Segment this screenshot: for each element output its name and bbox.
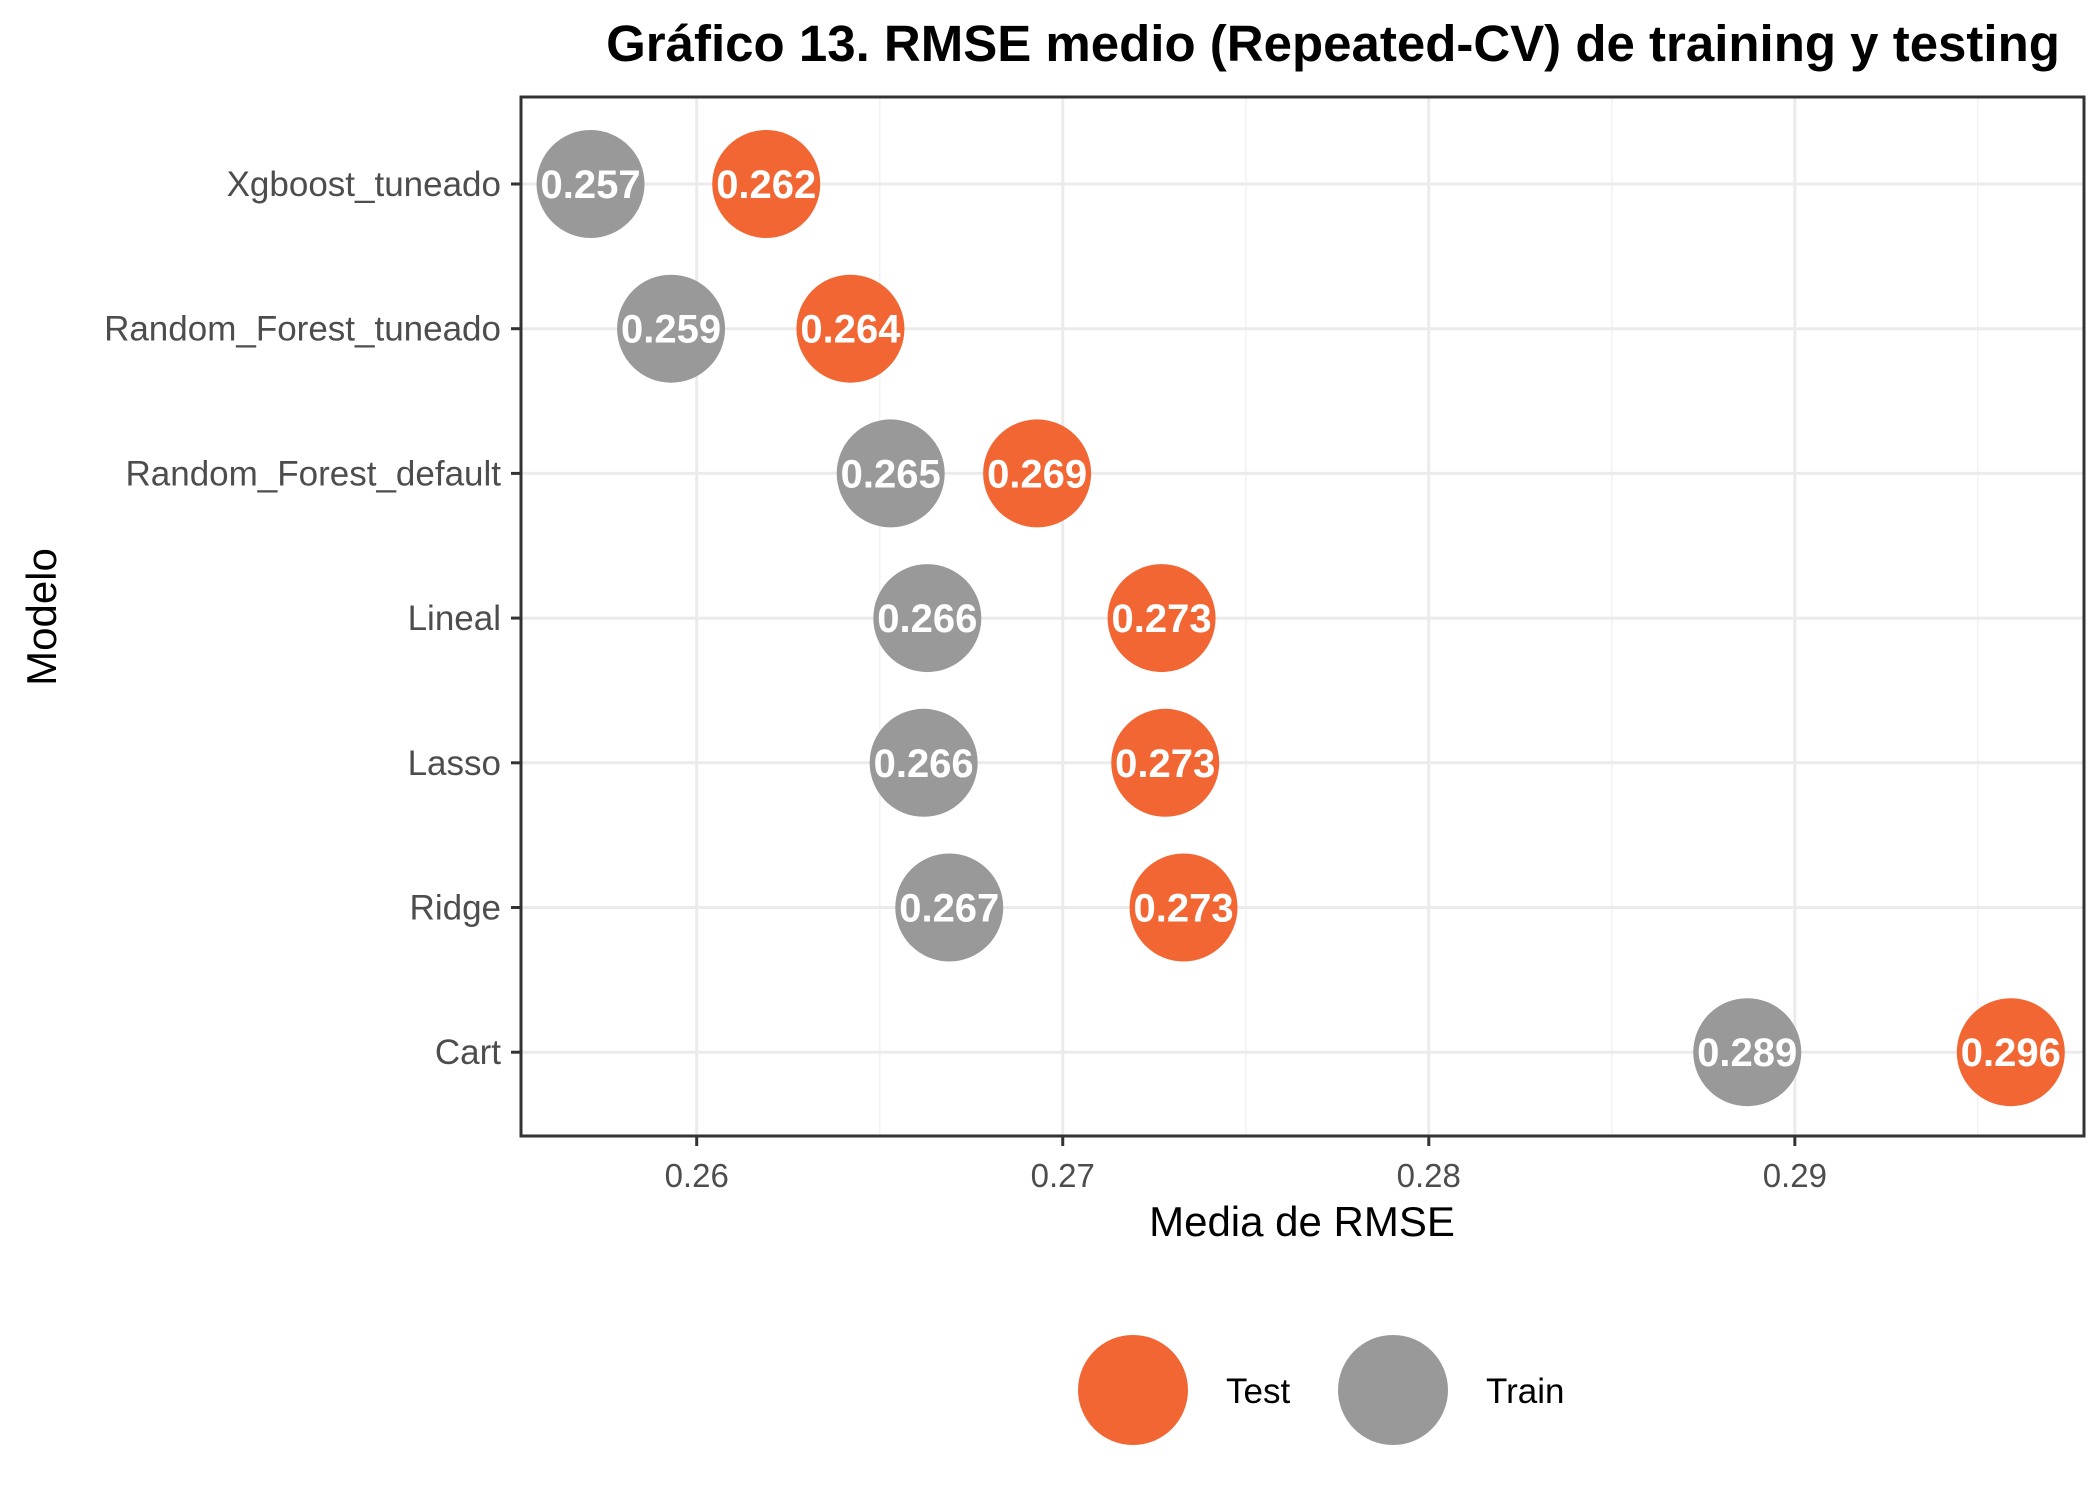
point-label-train: 0.257 (540, 163, 640, 207)
x-axis: 0.26 0.27 0.28 0.29 (665, 1136, 1827, 1194)
legend-label-train: Train (1486, 1372, 1564, 1411)
y-axis: Xgboost_tuneado Random_Forest_tuneado Rand… (104, 165, 521, 1072)
y-tick-label: Ridge (410, 889, 501, 928)
point-label-test: 0.262 (716, 163, 816, 207)
x-axis-title: Media de RMSE (1149, 1198, 1455, 1245)
point-test (983, 419, 1092, 528)
legend-label-test: Test (1226, 1372, 1290, 1411)
legend: Test Train (1078, 1335, 1564, 1445)
point-label-test: 0.269 (987, 452, 1087, 496)
point-label-test: 0.296 (1961, 1031, 2061, 1075)
y-tick-label: Random_Forest_default (126, 454, 502, 493)
y-tick-label: Lasso (408, 744, 501, 783)
point-test (796, 274, 905, 383)
point-label-train: 0.265 (841, 452, 941, 496)
point-label-train: 0.267 (899, 887, 999, 931)
point-test (712, 130, 821, 238)
point-label-test: 0.264 (800, 308, 901, 352)
y-tick-label: Random_Forest_tuneado (104, 310, 501, 349)
plot-panel: 0.262 0.264 0.269 0.273 0.273 0.273 0.296 0.257… (519, 95, 2086, 1138)
point-train (836, 419, 945, 528)
point-train (895, 853, 1004, 962)
point-train (617, 274, 726, 383)
y-tick-label: Xgboost_tuneado (227, 165, 501, 204)
data-points: 0.262 0.264 0.269 0.273 0.273 0.273 0.296 0.257… (536, 130, 2065, 1107)
y-tick-label: Lineal (408, 599, 501, 638)
point-test (1107, 564, 1216, 673)
point-test (1111, 708, 1220, 817)
y-tick-label: Cart (435, 1033, 501, 1072)
point-label-test: 0.273 (1112, 597, 1212, 641)
point-test (1956, 998, 2065, 1107)
point-train (1693, 998, 1802, 1107)
point-label-train: 0.289 (1697, 1031, 1797, 1075)
point-label-train: 0.259 (621, 308, 721, 352)
point-train (536, 130, 645, 238)
legend-key-train (1338, 1335, 1448, 1445)
point-label-test: 0.273 (1115, 742, 1215, 786)
major-gridlines (521, 97, 2084, 1136)
point-label-train: 0.266 (877, 597, 977, 641)
x-tick-label: 0.28 (1397, 1157, 1461, 1194)
y-axis-title: Modelo (18, 548, 65, 686)
plot-background (521, 97, 2084, 1136)
plot-border (519, 95, 2086, 1138)
point-label-train: 0.266 (874, 742, 974, 786)
x-tick-label: 0.27 (1031, 1157, 1095, 1194)
point-test (1129, 853, 1238, 962)
chart-title: Gráfico 13. RMSE medio (Repeated-CV) de … (606, 15, 2060, 72)
legend-key-test (1078, 1335, 1188, 1445)
point-train (869, 708, 978, 817)
x-tick-label: 0.26 (665, 1157, 729, 1194)
point-label-test: 0.273 (1133, 887, 1233, 931)
point-train (873, 564, 982, 673)
x-tick-label: 0.29 (1763, 1157, 1827, 1194)
